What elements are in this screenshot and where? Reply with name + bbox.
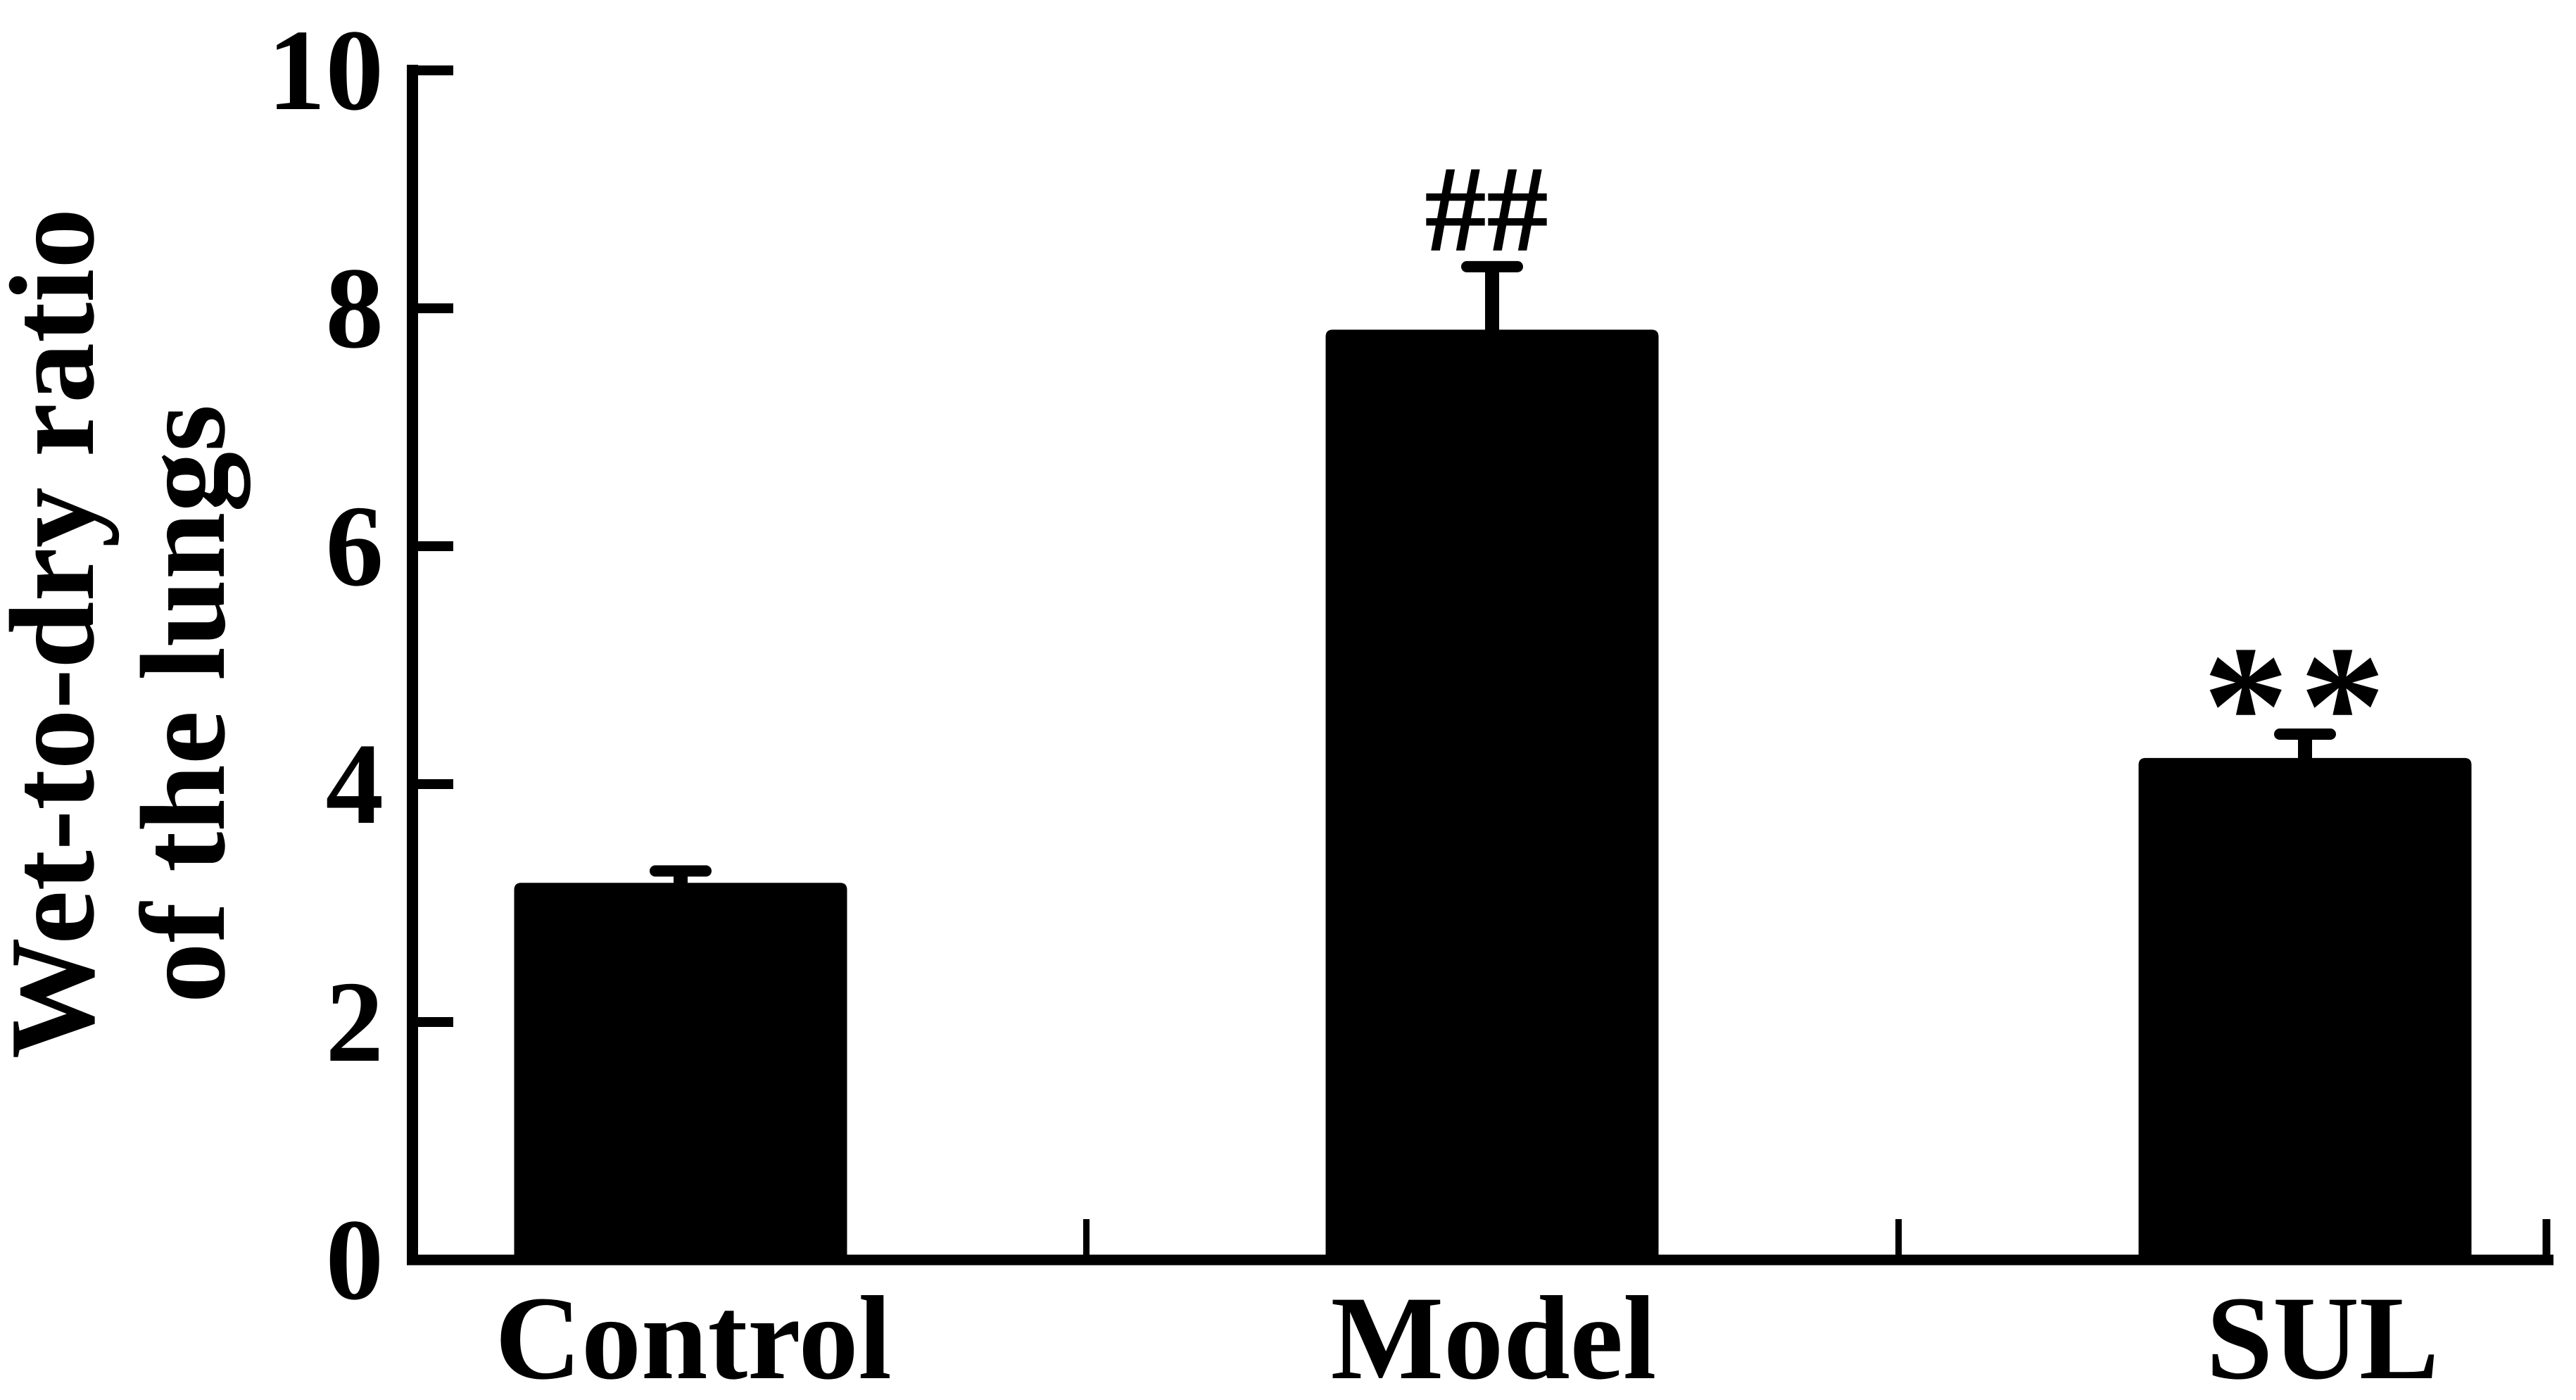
category-label: Control — [495, 1272, 892, 1400]
bar — [1325, 329, 1659, 1263]
y-tick-label: 2 — [326, 957, 384, 1086]
axis-layer — [407, 65, 2553, 1266]
y-tick-label: 10 — [267, 6, 384, 134]
bar — [2138, 757, 2472, 1263]
bar — [514, 883, 847, 1263]
bars-layer — [514, 260, 2472, 1263]
y-tick-label: 0 — [326, 1195, 384, 1324]
significance-annotation: ** — [2203, 610, 2397, 801]
y-tick-label: 8 — [326, 244, 384, 372]
y-axis-title-line-2: of the lungs — [117, 405, 251, 1004]
label-layer: Control ## Model ** SUL 0 2 4 6 8 10 — [267, 6, 2439, 1400]
y-tick-label: 4 — [326, 719, 384, 848]
category-label: SUL — [2206, 1272, 2439, 1400]
category-label: Model — [1331, 1272, 1657, 1400]
significance-annotation: ## — [1425, 141, 1548, 278]
y-axis-title-line-1: Wet-to-dry ratio — [0, 208, 120, 1059]
y-tick-label: 6 — [326, 481, 384, 610]
